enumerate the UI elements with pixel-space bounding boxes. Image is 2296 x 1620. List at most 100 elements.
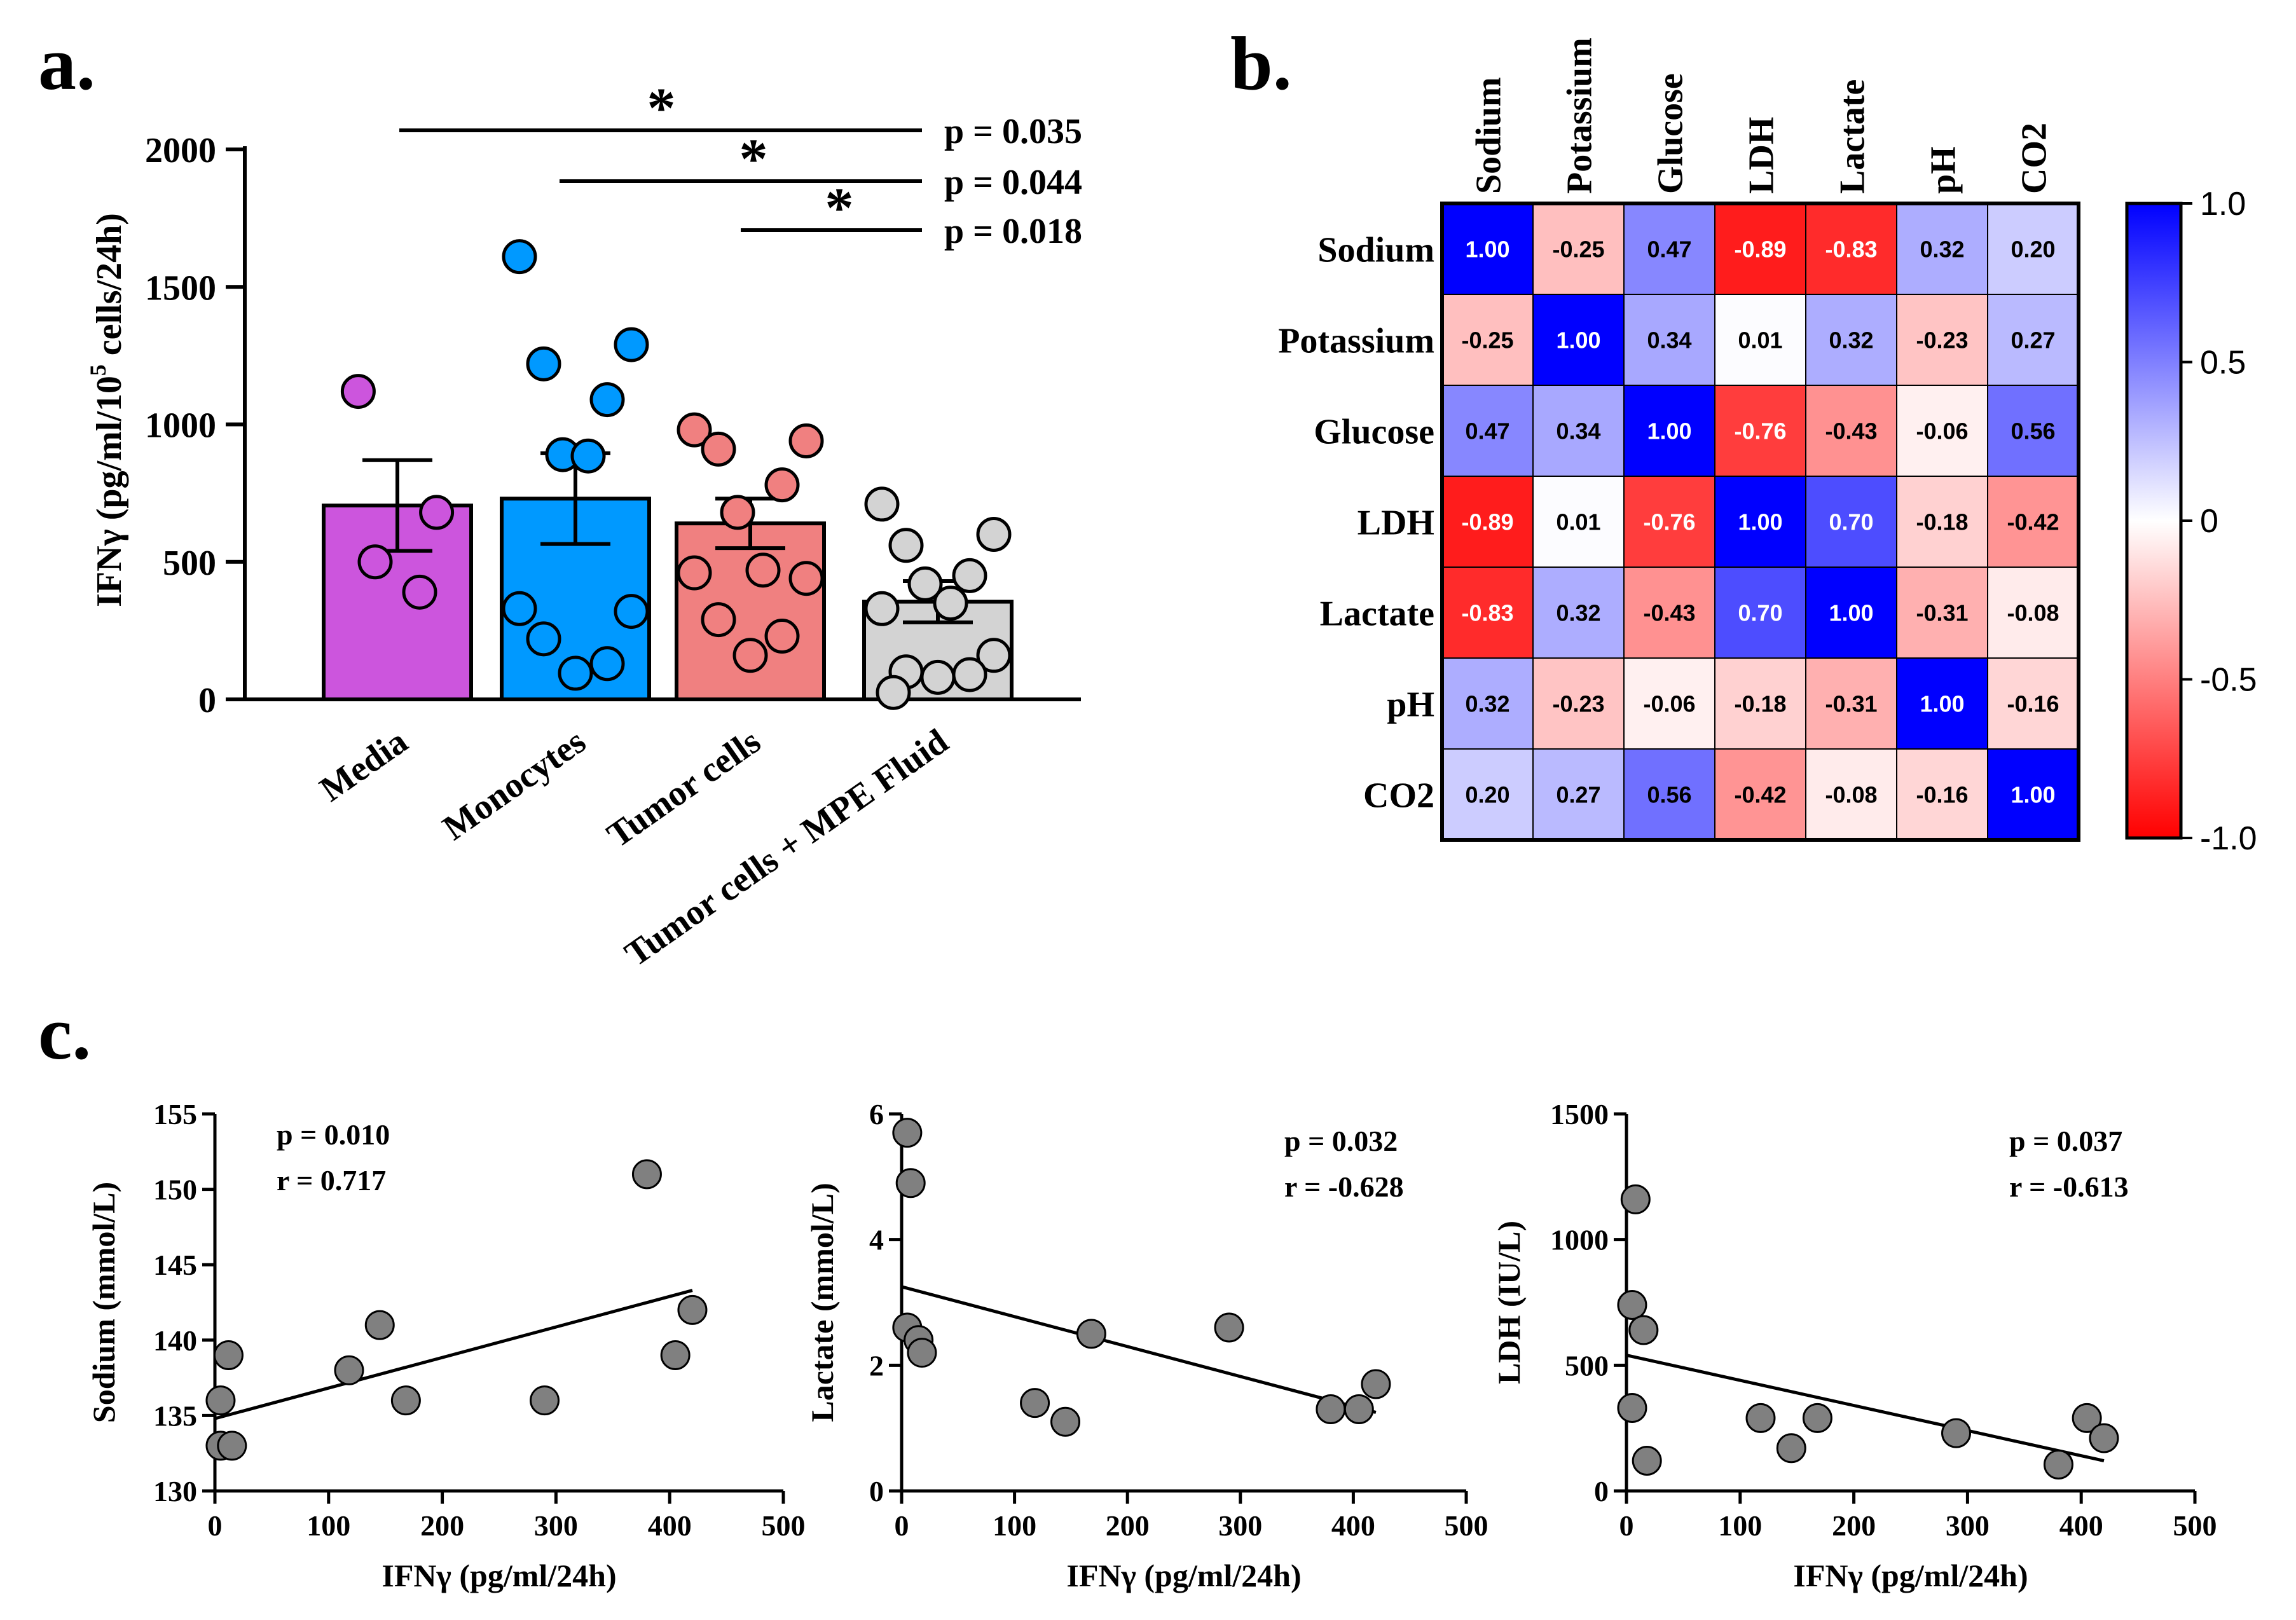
scatter-x-tick-label: 100 — [1718, 1509, 1762, 1542]
data-point — [419, 495, 455, 530]
bar-category-label: Media — [313, 722, 415, 809]
scatter-xlabel: IFNγ (pg/ml/24h) — [1793, 1558, 2028, 1593]
data-point — [526, 621, 561, 657]
data-point — [888, 528, 924, 563]
heatmap-cell — [1623, 566, 1715, 659]
bar-y-tick-label: 0 — [198, 681, 216, 720]
heatmap-cell-value: 1.00 — [1465, 237, 1509, 263]
scatter-point — [2043, 1449, 2073, 1479]
data-point — [864, 486, 900, 522]
heatmap-cell-value: -0.43 — [1643, 600, 1695, 626]
heatmap-row-label: Lactate — [1320, 594, 1434, 634]
heatmap-cell-value: 0.56 — [2011, 418, 2055, 444]
scatter-y-tick-label: 1000 — [1550, 1224, 1609, 1256]
regression-line — [214, 1289, 693, 1420]
heatmap-col-label: Sodium — [1469, 77, 1509, 194]
heatmap-cell — [1623, 748, 1715, 841]
scatter-point — [334, 1355, 364, 1385]
scatter-stat: r = -0.613 — [2009, 1170, 2129, 1203]
heatmap-cell — [1987, 385, 2079, 477]
scatter-point — [892, 1118, 923, 1148]
heatmap-cell-value: -0.08 — [1825, 782, 1877, 808]
scatter-point — [1361, 1369, 1391, 1399]
heatmap-cell-value: 0.56 — [1647, 782, 1691, 808]
significance-p-value: p = 0.044 — [944, 163, 1082, 202]
scatter-stat: p = 0.032 — [1284, 1125, 1398, 1157]
heatmap-cell-value: -0.43 — [1825, 418, 1877, 444]
heatmap-cell — [1623, 203, 1715, 295]
heatmap-cell-value: 0.01 — [1556, 509, 1600, 535]
heatmap-cell-value: 0.47 — [1647, 237, 1691, 263]
heatmap-cell — [1805, 657, 1897, 750]
heatmap-cell — [1623, 657, 1715, 750]
heatmap-cell-value: -0.31 — [1825, 691, 1877, 717]
scatter-x-tick-label: 500 — [2173, 1509, 2217, 1542]
scatter-point — [1628, 1315, 1659, 1345]
heatmap-cell-value: 0.34 — [1647, 327, 1691, 354]
heatmap-cell-value: 0.32 — [1465, 691, 1509, 717]
panel-label-c: c. — [38, 991, 91, 1075]
heatmap-col-label: pH — [1924, 146, 1963, 194]
heatmap-cell — [1441, 748, 1534, 841]
scatter-point — [205, 1385, 236, 1416]
heatmap-col-label: LDH — [1742, 117, 1782, 194]
heatmap-cell — [1805, 476, 1897, 568]
heatmap-cell — [1714, 476, 1806, 568]
heatmap-cell-value: 0.47 — [1465, 418, 1509, 444]
scatter-point — [1316, 1394, 1346, 1425]
scatter-xlabel: IFNγ (pg/ml/24h) — [382, 1558, 616, 1593]
scatter-x-tick-label: 0 — [208, 1509, 223, 1542]
heatmap-cell-value: -0.08 — [2007, 600, 2059, 626]
bar-category-label: Tumor cells — [600, 722, 768, 856]
scatter-sodium: 130 135 140 145 150 155 0 100 200 300 400 500 IFNγ (… — [86, 1098, 806, 1593]
scatter-y-tick-label: 6 — [869, 1098, 884, 1130]
scatter-point — [1617, 1393, 1647, 1424]
bar-category-label: Tumor cells + MPE Fluid — [618, 722, 956, 974]
data-point — [976, 638, 1012, 673]
panel-label-b: b. — [1230, 21, 1292, 106]
significance-star: * — [825, 177, 854, 240]
scatter-point — [907, 1338, 937, 1368]
heatmap-cell-value: 1.00 — [1647, 418, 1691, 444]
scatter-stat: r = -0.628 — [1284, 1170, 1404, 1203]
bar-y-tick-label: 500 — [163, 544, 216, 583]
scatter-point — [1802, 1403, 1832, 1433]
scatter-ylabel: LDH (IU/L) — [1491, 1221, 1527, 1384]
heatmap-cell — [1623, 294, 1715, 386]
data-point — [526, 346, 561, 381]
scatter-point — [390, 1385, 421, 1416]
scatter-y-tick-label: 155 — [153, 1098, 197, 1130]
heatmap-cell — [1532, 294, 1625, 386]
data-point — [864, 591, 900, 626]
scatter-x-tick-label: 300 — [534, 1509, 578, 1542]
scatter-y-tick-label: 150 — [153, 1174, 197, 1206]
scatter-point — [631, 1159, 662, 1190]
heatmap-cell-value: -0.25 — [1552, 237, 1604, 263]
heatmap-cell — [1896, 748, 1988, 841]
scatter-point — [660, 1340, 691, 1371]
data-point — [502, 239, 537, 275]
scatter-y-tick-label: 0 — [1594, 1475, 1609, 1507]
data-point — [952, 558, 987, 593]
scatter-point — [1214, 1312, 1244, 1343]
heatmap-cell — [1896, 657, 1988, 750]
scatter-x-tick-label: 400 — [1331, 1509, 1375, 1542]
heatmap-cell-value: -0.18 — [1916, 509, 1968, 535]
heatmap-cell — [1532, 476, 1625, 568]
significance-star: * — [647, 77, 676, 140]
scatter-xlabel: IFNγ (pg/ml/24h) — [1066, 1558, 1301, 1593]
heatmap-cell — [1623, 385, 1715, 477]
data-point — [788, 561, 824, 596]
heatmap-cell-value: 1.00 — [1829, 600, 1873, 626]
bar-y-tick-label: 2000 — [145, 131, 216, 170]
data-point — [614, 594, 649, 629]
scatter-point — [213, 1340, 244, 1371]
heatmap-cell — [1987, 748, 2079, 841]
heatmap-cell — [1532, 203, 1625, 295]
scatter-y-tick-label: 130 — [153, 1475, 197, 1507]
heatmap-cell-value: 1.00 — [1556, 327, 1600, 354]
scatter-x-tick-label: 0 — [895, 1509, 909, 1542]
scatter-y-tick-label: 135 — [153, 1399, 197, 1432]
heatmap-cell — [1441, 203, 1534, 295]
